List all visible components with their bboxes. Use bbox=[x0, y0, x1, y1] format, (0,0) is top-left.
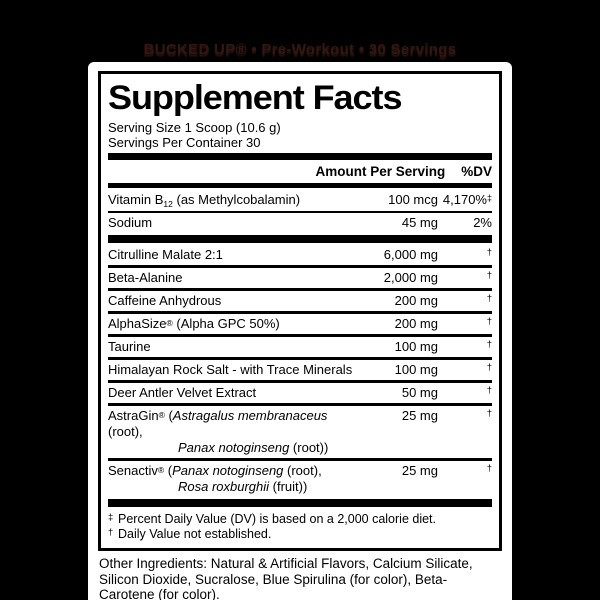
column-header-row: Amount Per Serving %DV bbox=[108, 162, 492, 181]
row-separator bbox=[108, 288, 492, 291]
amount-cell: 25 mg bbox=[401, 463, 438, 478]
amount-cell: 200 mg bbox=[394, 293, 438, 308]
row-separator bbox=[108, 311, 492, 314]
nutrient-name: Taurine bbox=[108, 339, 151, 354]
footnote: ‡ Percent Daily Value (DV) is based on a … bbox=[108, 512, 492, 527]
dv-cell: † bbox=[486, 339, 492, 350]
servings-per-container: Servings Per Container 30 bbox=[108, 135, 261, 150]
amount-cell: 45 mg bbox=[401, 215, 438, 230]
dv-cell: † bbox=[486, 408, 492, 419]
divider-thick bbox=[108, 499, 492, 507]
row-separator bbox=[108, 458, 492, 461]
dv-cell: † bbox=[486, 270, 492, 281]
ingredient-row: Caffeine Anhydrous 200 mg † bbox=[108, 291, 492, 311]
amount-cell: 6,000 mg bbox=[383, 247, 438, 262]
ingredient-row: AstraGin® (Astragalus membranaceus (root… bbox=[108, 406, 492, 458]
amount-cell: 2,000 mg bbox=[383, 270, 438, 285]
amount-cell: 100 mcg bbox=[388, 192, 438, 207]
footnote-mark: † bbox=[108, 526, 114, 538]
serving-size: Serving Size 1 Scoop (10.6 g) bbox=[108, 120, 281, 135]
dv-header: %DV bbox=[461, 164, 492, 179]
footnote: † Daily Value not established. bbox=[108, 527, 492, 542]
nutrient-name: Citrulline Malate 2:1 bbox=[108, 247, 223, 262]
dv-cell: † bbox=[486, 385, 492, 396]
nutrient-name: AlphaSize® (Alpha GPC 50%) bbox=[108, 316, 280, 331]
ingredient-row: AlphaSize® (Alpha GPC 50%) 200 mg † bbox=[108, 314, 492, 334]
supplement-facts-box: Supplement Facts Serving Size 1 Scoop (1… bbox=[98, 71, 502, 551]
divider-thick bbox=[108, 153, 492, 160]
label-panel: Supplement Facts Serving Size 1 Scoop (1… bbox=[88, 62, 512, 600]
nutrient-name: Beta-Alanine bbox=[108, 270, 183, 285]
ingredient-row: Deer Antler Velvet Extract 50 mg † bbox=[108, 383, 492, 403]
dv-cell: 4,170%‡ bbox=[442, 192, 492, 207]
ingredient-row: Himalayan Rock Salt - with Trace Mineral… bbox=[108, 360, 492, 380]
ingredient-rows: Citrulline Malate 2:1 6,000 mg † Beta-Alani… bbox=[108, 245, 492, 497]
row-separator bbox=[108, 334, 492, 337]
nutrient-name: Himalayan Rock Salt - with Trace Mineral… bbox=[108, 362, 353, 377]
dv-cell: 2% bbox=[473, 215, 492, 230]
row-separator bbox=[108, 357, 492, 360]
nutrient-name: Sodium bbox=[108, 215, 153, 230]
dv-cell: † bbox=[486, 463, 492, 474]
row-separator bbox=[108, 403, 492, 406]
nutrient-name-line2: Panax notoginseng (root)) bbox=[178, 440, 329, 455]
footnote-mark: ‡ bbox=[108, 512, 114, 523]
nutrient-name: AstraGin® (Astragalus membranaceus (root… bbox=[108, 408, 366, 456]
footnote-text: Percent Daily Value (DV) is based on a 2… bbox=[118, 512, 436, 526]
footnotes: ‡ Percent Daily Value (DV) is based on a … bbox=[108, 509, 492, 542]
dv-cell: † bbox=[486, 293, 492, 304]
divider-medium bbox=[108, 183, 492, 188]
nutrient-name: Senactiv® (Panax notoginseng (root), Rosa… bbox=[108, 463, 366, 495]
amount-cell: 100 mg bbox=[394, 339, 438, 354]
amount-per-serving-header: Amount Per Serving bbox=[315, 164, 446, 179]
product-caption: BUCKED UP® • Pre-Workout • 30 Servings bbox=[143, 41, 457, 58]
dv-cell: † bbox=[486, 316, 492, 327]
amount-cell: 25 mg bbox=[401, 408, 438, 423]
ingredient-row: Senactiv® (Panax notoginseng (root), Rosa… bbox=[108, 461, 492, 497]
divider-thick bbox=[108, 235, 492, 243]
row-separator bbox=[108, 265, 492, 268]
other-ingredients: Other Ingredients: Natural & Artificial … bbox=[99, 556, 473, 600]
row-separator bbox=[108, 380, 492, 383]
nutrient-name: Caffeine Anhydrous bbox=[108, 293, 222, 308]
row-separator bbox=[108, 211, 492, 213]
amount-cell: 200 mg bbox=[394, 316, 438, 331]
ingredient-row: Beta-Alanine 2,000 mg † bbox=[108, 268, 492, 288]
footnote-text: Daily Value not established. bbox=[118, 526, 272, 541]
ingredient-row: Citrulline Malate 2:1 6,000 mg † bbox=[108, 245, 492, 265]
vitamin-rows: Vitamin B12 (as Methylcobalamin) 100 mcg 4… bbox=[108, 190, 492, 233]
dv-cell: † bbox=[486, 247, 492, 258]
supplement-facts-title: Supplement Facts bbox=[108, 79, 403, 117]
nutrient-name-line2: Rosa roxburghii (fruit)) bbox=[178, 479, 308, 494]
nutrient-name: Deer Antler Velvet Extract bbox=[108, 385, 257, 400]
dv-cell: † bbox=[486, 362, 492, 373]
nutrient-name: Vitamin B12 (as Methylcobalamin) bbox=[108, 192, 301, 209]
ingredient-row: Taurine 100 mg † bbox=[108, 337, 492, 357]
vitamin-row: Vitamin B12 (as Methylcobalamin) 100 mcg 4… bbox=[108, 190, 492, 211]
amount-cell: 100 mg bbox=[394, 362, 438, 377]
amount-cell: 50 mg bbox=[401, 385, 438, 400]
vitamin-row: Sodium 45 mg 2% bbox=[108, 213, 492, 233]
